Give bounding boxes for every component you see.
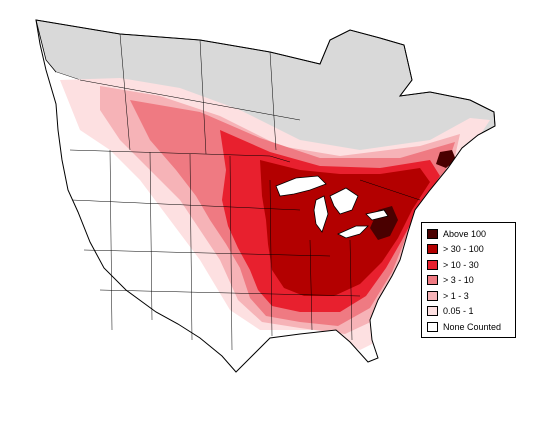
legend-item-10-30: > 10 - 30 — [427, 257, 515, 273]
map-legend: Above 100 > 30 - 100 > 10 - 30 > 3 - 10 … — [421, 222, 516, 338]
legend-item-above-100: Above 100 — [427, 226, 515, 242]
continent-outline — [35, 19, 496, 373]
legend-item-0-05-1: 0.05 - 1 — [427, 304, 515, 320]
legend-swatch — [427, 290, 438, 301]
abundance-very-high-band — [260, 160, 430, 296]
legend-swatch — [427, 321, 438, 332]
legend-label: > 10 - 30 — [443, 259, 479, 270]
legend-label: > 3 - 10 — [443, 275, 474, 286]
legend-label: None Counted — [443, 321, 502, 332]
legend-swatch — [427, 259, 438, 270]
legend-swatch — [427, 244, 438, 255]
legend-swatch — [427, 275, 438, 286]
legend-item-none-counted: None Counted — [427, 319, 515, 335]
legend-swatch — [427, 306, 438, 317]
state-boundaries — [69, 33, 421, 351]
legend-label: > 1 - 3 — [443, 290, 469, 301]
legend-label: > 30 - 100 — [443, 244, 484, 255]
legend-item-1-3: > 1 - 3 — [427, 288, 515, 304]
legend-item-3-10: > 3 - 10 — [427, 273, 515, 289]
legend-item-30-100: > 30 - 100 — [427, 242, 515, 258]
legend-label: Above 100 — [443, 228, 487, 239]
legend-swatch — [427, 228, 438, 239]
legend-label: 0.05 - 1 — [443, 306, 474, 317]
great-lakes — [275, 175, 389, 239]
